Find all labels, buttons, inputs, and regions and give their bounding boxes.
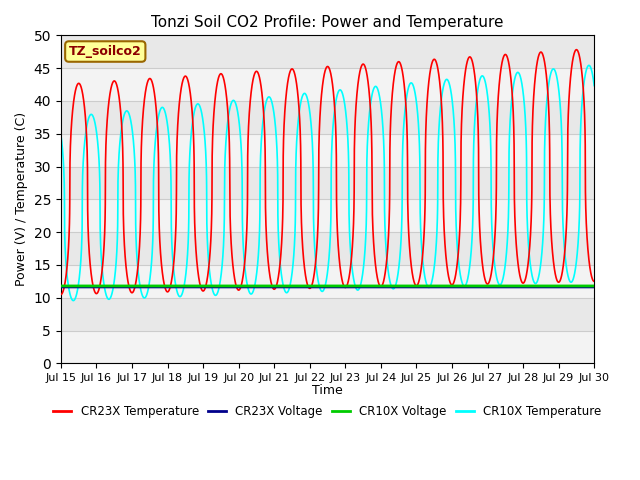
- Text: TZ_soilco2: TZ_soilco2: [69, 45, 141, 58]
- Y-axis label: Power (V) / Temperature (C): Power (V) / Temperature (C): [15, 112, 28, 287]
- Bar: [61, 134, 594, 167]
- Bar: [61, 68, 594, 101]
- Bar: [61, 331, 594, 363]
- Title: Tonzi Soil CO2 Profile: Power and Temperature: Tonzi Soil CO2 Profile: Power and Temper…: [151, 15, 504, 30]
- X-axis label: Time: Time: [312, 384, 343, 397]
- Bar: [61, 265, 594, 298]
- Bar: [61, 199, 594, 232]
- Legend: CR23X Temperature, CR23X Voltage, CR10X Voltage, CR10X Temperature: CR23X Temperature, CR23X Voltage, CR10X …: [49, 401, 606, 423]
